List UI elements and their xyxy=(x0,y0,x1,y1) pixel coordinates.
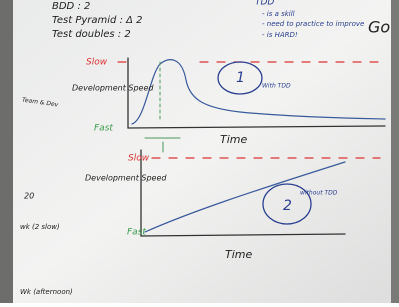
diagram-number: 2 xyxy=(283,198,292,214)
right-frame xyxy=(391,0,399,303)
whiteboard-photo: BDD : 2 Test Pyramid : Δ 2 Test doubles : … xyxy=(0,0,399,303)
header-line: BDD : 2 xyxy=(52,1,90,12)
tdd-note: - need to practice to improve xyxy=(262,20,364,28)
tdd-note: TDD xyxy=(255,0,274,8)
side-note: Wk (afternoon) xyxy=(20,288,73,296)
header-line: Test Pyramid : Δ 2 xyxy=(52,15,143,26)
caption: without TDD xyxy=(300,190,338,197)
tdd-note: - is a skill xyxy=(262,10,295,18)
tdd-note: - is HARD! xyxy=(262,31,298,39)
fast-label: Fast xyxy=(94,124,113,134)
left-frame xyxy=(0,0,13,303)
side-note: wk (2 slow) xyxy=(20,223,60,231)
right-note: Go xyxy=(368,18,390,37)
slow-label: Slow xyxy=(86,58,108,68)
side-note: 20 xyxy=(24,192,34,201)
fast-label: Fast xyxy=(127,228,146,238)
x-axis-label: Time xyxy=(220,133,247,146)
caption: With TDD xyxy=(262,83,291,90)
y-axis-label: Development Speed xyxy=(72,84,154,93)
x-axis-label: Time xyxy=(225,248,252,261)
board xyxy=(0,0,399,303)
y-axis-label: Development Speed xyxy=(85,174,167,183)
slow-label: Slow xyxy=(128,154,150,164)
header-line: Test doubles : 2 xyxy=(52,29,131,40)
diagram-number: 1 xyxy=(236,70,245,86)
